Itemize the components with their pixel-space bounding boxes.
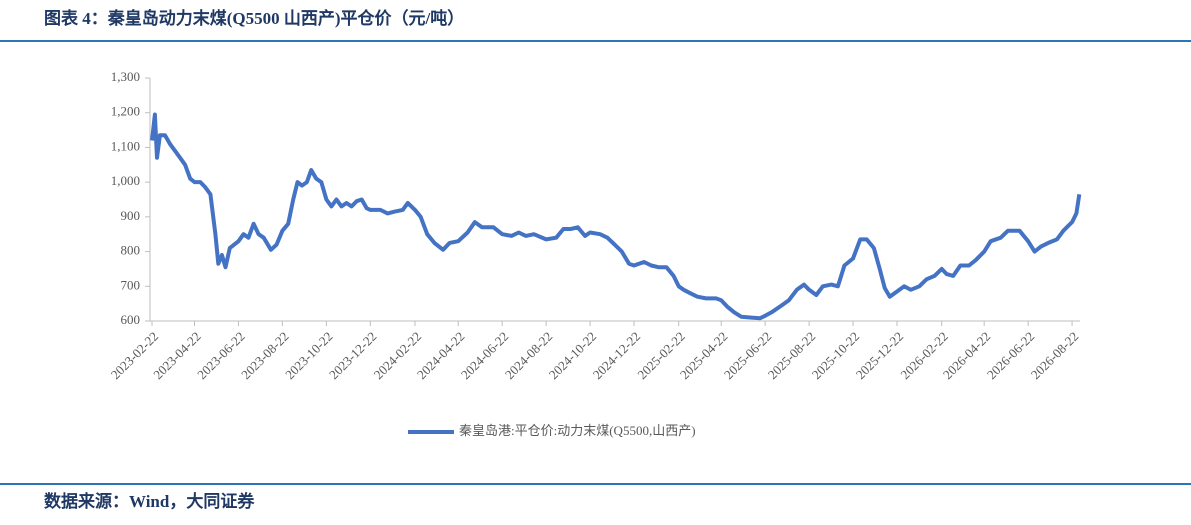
x-tick-label: 2023-12-22 xyxy=(326,329,380,383)
y-tick-label: 700 xyxy=(121,277,141,292)
y-tick-label: 1,200 xyxy=(111,104,140,119)
x-tick-label: 2025-12-22 xyxy=(853,329,907,383)
y-tick-label: 1,100 xyxy=(111,138,140,153)
legend-label: 秦皇岛港:平仓价:动力末煤(Q5500,山西产) xyxy=(459,423,696,438)
x-tick-label: 2026-08-22 xyxy=(1028,329,1082,383)
y-tick-label: 900 xyxy=(121,208,141,223)
chart-title: 图表 4：秦皇岛动力末煤(Q5500 山西产)平仓价（元/吨） xyxy=(44,8,464,28)
y-tick-label: 800 xyxy=(121,243,141,258)
y-tick-label: 1,000 xyxy=(111,173,140,188)
y-tick-label: 600 xyxy=(121,312,141,327)
y-tick-label: 1,300 xyxy=(111,69,140,84)
source: 数据来源：Wind，大同证券 xyxy=(44,491,255,511)
x-tick-label: 2024-12-22 xyxy=(590,329,644,383)
line-series xyxy=(150,112,1082,321)
